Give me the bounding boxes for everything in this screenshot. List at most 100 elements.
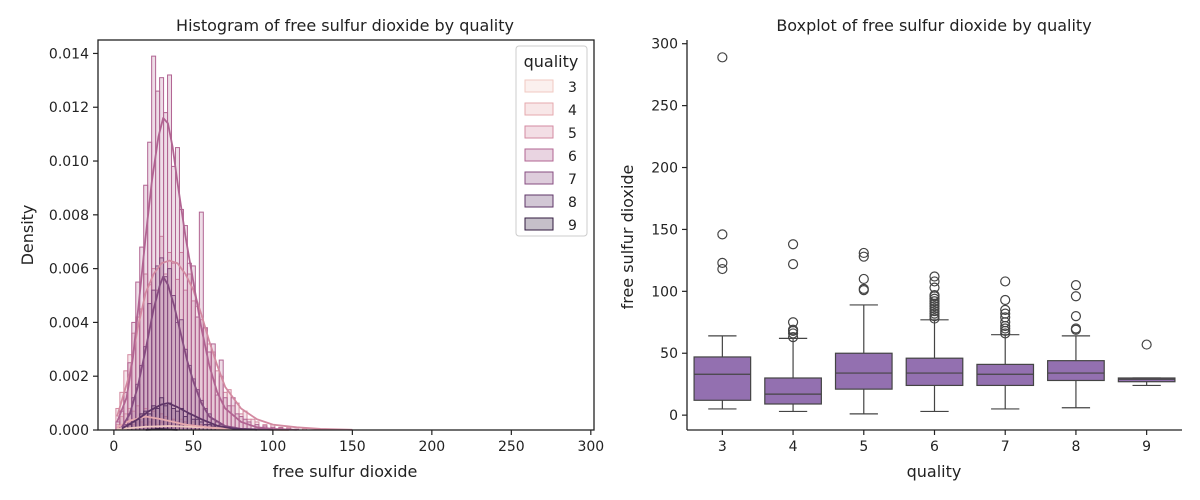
box-iqr: [764, 377, 822, 405]
histogram-x-label: free sulfur dioxide: [273, 462, 418, 481]
boxplot-plot-area: [693, 52, 1176, 415]
kde-line-8: [121, 402, 258, 431]
histogram-plot-area: [115, 55, 353, 431]
outlier-point: [787, 317, 799, 328]
outlier-point: [787, 258, 799, 270]
y-tick-label: 200: [651, 161, 678, 177]
box-iqr: [976, 363, 1035, 387]
box-iqr: [1117, 377, 1176, 383]
outlier-point: [1000, 323, 1011, 334]
outlier-point: [787, 332, 799, 343]
histogram-frame: [97, 39, 595, 431]
legend-swatch: [524, 148, 554, 162]
boxplot-x-ticks: 3 4 5 6 7 8 9: [718, 430, 1151, 455]
histogram-y-ticks: 0.000 0.002 0.004 0.006 0.008 0.010 0.012 0.014: [49, 46, 98, 439]
y-tick-label: 100: [651, 284, 678, 300]
legend-swatch: [524, 79, 554, 93]
kde-line-7: [121, 275, 273, 431]
box-iqr: [1047, 360, 1105, 382]
x-tick-label: 4: [789, 439, 798, 455]
outlier-point: [717, 229, 728, 240]
outlier-point: [929, 308, 940, 319]
outlier-point: [929, 282, 940, 293]
histogram-bar: [159, 397, 165, 431]
box-quality-8: [1047, 280, 1105, 409]
outlier-point: [717, 52, 728, 63]
y-tick-label: 0.010: [49, 154, 89, 170]
x-tick-label: 5: [859, 439, 868, 455]
box-quality-9: [1117, 339, 1176, 387]
x-tick-label: 6: [930, 439, 939, 455]
legend-label: 5: [568, 126, 577, 142]
histogram-y-label: Density: [18, 205, 37, 266]
x-tick-label: 250: [498, 439, 525, 455]
y-tick-label: 0.012: [49, 100, 89, 116]
legend-label: 9: [568, 218, 577, 234]
box-quality-3: [693, 52, 752, 410]
box-quality-7: [976, 276, 1035, 410]
box-quality-4: [764, 239, 822, 413]
outlier-point: [717, 257, 728, 268]
outlier-point: [929, 293, 940, 304]
outlier-point: [858, 283, 869, 294]
outlier-point: [929, 296, 940, 307]
outlier-point: [929, 301, 940, 312]
outlier-point: [1000, 328, 1011, 339]
outlier-point: [858, 247, 869, 259]
outlier-point: [1070, 280, 1082, 291]
outlier-point: [717, 263, 728, 275]
y-tick-label: 0: [669, 408, 678, 424]
y-tick-label: 0.002: [49, 369, 89, 385]
y-tick-label: 50: [660, 346, 678, 362]
outlier-point: [1000, 304, 1011, 316]
legend-swatch: [524, 171, 554, 185]
box-iqr: [905, 357, 964, 387]
legend-swatch: [524, 125, 554, 139]
box-quality-6: [905, 271, 964, 413]
outlier-point: [1070, 323, 1082, 334]
legend-label: 6: [568, 149, 577, 165]
y-tick-label: 250: [651, 99, 678, 115]
histogram-bar: [182, 416, 188, 431]
boxplot-chart: Boxplot of free sulfur dioxide by qualit…: [618, 16, 1182, 481]
x-tick-label: 50: [184, 439, 202, 455]
histogram-bar: [194, 418, 200, 431]
histogram-chart: Histogram of free sulfur dioxide by qual…: [18, 16, 604, 481]
boxplot-y-ticks: 0 50 100 150 200 250 300: [651, 37, 687, 424]
x-tick-label: 3: [718, 439, 727, 455]
y-tick-label: 0.014: [49, 46, 89, 62]
outlier-point: [929, 271, 940, 282]
outlier-point: [929, 276, 940, 287]
histogram-legend: quality 3 4 5 6 7 8 9: [515, 45, 588, 237]
outlier-point: [929, 306, 940, 317]
x-tick-label: 8: [1071, 439, 1080, 455]
legend-label: 3: [568, 80, 577, 96]
x-tick-label: 9: [1142, 439, 1151, 455]
outlier-point: [858, 273, 869, 285]
y-tick-label: 300: [651, 37, 678, 53]
boxplot-y-label: free sulfur dioxide: [618, 165, 637, 310]
histogram-x-ticks: 0 50 100 150 200 250 300: [109, 430, 604, 455]
outlier-point: [929, 289, 940, 301]
legend-label: 8: [568, 195, 577, 211]
y-tick-label: 0.004: [49, 315, 89, 331]
legend-swatch: [524, 194, 554, 208]
box-iqr: [834, 352, 893, 390]
box-iqr: [693, 356, 752, 401]
x-tick-label: 7: [1001, 439, 1010, 455]
legend-label: 7: [568, 172, 577, 188]
outlier-point: [929, 303, 940, 314]
boxplot-x-label: quality: [907, 462, 962, 481]
kde-line-6: [116, 117, 297, 431]
outlier-point: [787, 328, 799, 339]
x-tick-label: 100: [260, 439, 287, 455]
outlier-point: [929, 313, 940, 324]
legend-swatch: [524, 217, 554, 231]
outlier-point: [858, 251, 869, 262]
outlier-point: [1000, 294, 1011, 306]
outlier-point: [1070, 310, 1082, 322]
outlier-point: [787, 324, 799, 335]
outlier-point: [1000, 308, 1011, 319]
x-tick-label: 200: [418, 439, 445, 455]
